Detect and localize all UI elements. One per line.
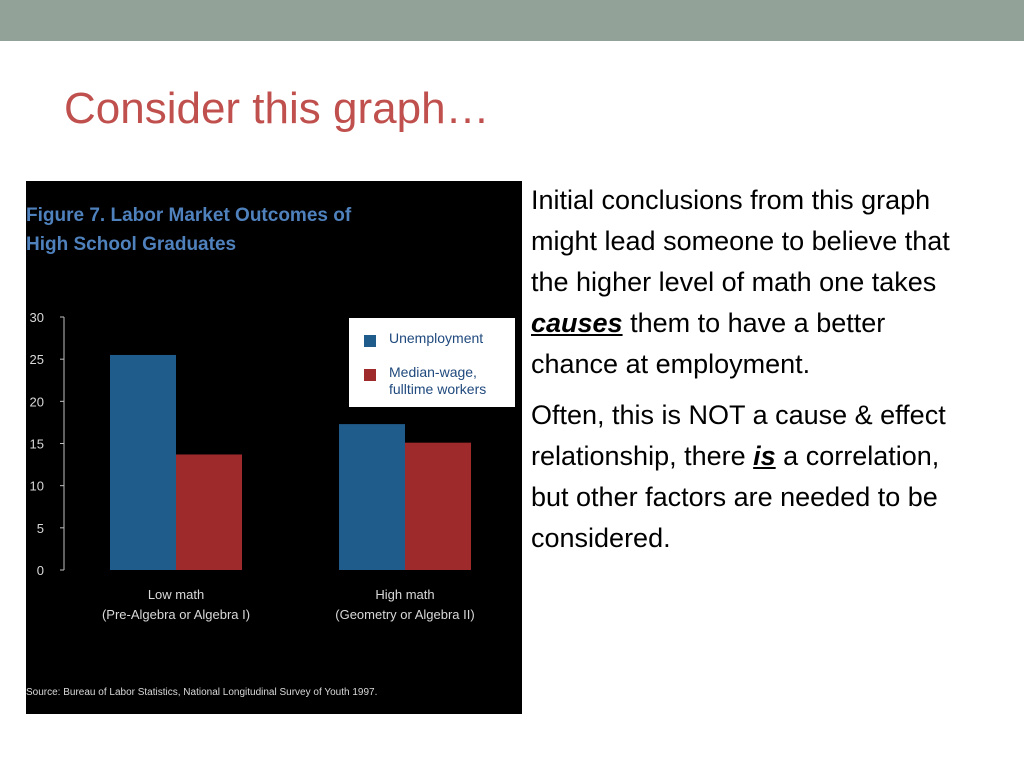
legend-label-median-wage-1: Median-wage, (389, 364, 477, 380)
legend-label-unemployment-1: Unemployment (389, 330, 484, 346)
top-accent-bar (0, 0, 1024, 41)
y-tick-label-0: 0 (37, 563, 44, 578)
chart-title: Figure 7. Labor Market Outcomes of High … (26, 201, 351, 259)
chart-title-line-1: Figure 7. Labor Market Outcomes of (26, 205, 352, 226)
p2-text-before: Often, this is NOT a cause & effect rela… (531, 400, 946, 471)
y-tick-label-15: 15 (30, 437, 44, 452)
p2-text-after: a correlation, but other factors are nee… (531, 441, 940, 553)
paragraph-1: Initial conclusions from this graph migh… (531, 180, 976, 385)
body-text: Initial conclusions from this graph migh… (531, 180, 976, 569)
legend-label-median-wage-2: fulltime workers (389, 381, 487, 397)
bar-unemployment-0 (110, 354, 176, 570)
bars (110, 354, 471, 570)
p1-text-after: them to have a better chance at employme… (531, 308, 886, 379)
x-label-0-line-2: (Pre-Algebra or Algebra I) (102, 607, 250, 622)
chart-legend: Unemployment Median-wage, fulltime worke… (349, 318, 515, 407)
bar-median-wage-1 (405, 442, 471, 570)
y-tick-label-30: 30 (30, 310, 44, 325)
legend-swatch-median-wage (364, 369, 376, 381)
y-tick-label-25: 25 (30, 352, 44, 367)
paragraph-2: Often, this is NOT a cause & effect rela… (531, 395, 976, 559)
legend-swatch-unemployment (364, 335, 376, 347)
x-label-1-line-1: High math (375, 587, 434, 602)
y-ticks: 0 5 10 15 20 25 30 (30, 310, 64, 578)
y-tick-label-10: 10 (30, 479, 44, 494)
bar-chart: 0 5 10 15 20 25 30 Low math (Pre-Algebra or Alg… (30, 310, 475, 622)
x-label-0-line-1: Low math (148, 587, 204, 602)
p1-emphasis: causes (531, 308, 623, 338)
bar-unemployment-1 (339, 424, 405, 570)
y-tick-label-5: 5 (37, 521, 44, 536)
chart-source: Source: Bureau of Labor Statistics, Nati… (26, 687, 378, 698)
slide-title: Consider this graph… (64, 84, 490, 133)
y-tick-label-20: 20 (30, 394, 44, 409)
p2-emphasis: is (753, 441, 776, 471)
x-labels: Low math (Pre-Algebra or Algebra I) High m… (102, 587, 475, 622)
p1-text-before: Initial conclusions from this graph migh… (531, 185, 950, 297)
chart-figure: Figure 7. Labor Market Outcomes of High … (26, 181, 522, 714)
bar-median-wage-0 (176, 454, 242, 570)
x-label-1-line-2: (Geometry or Algebra II) (335, 607, 474, 622)
chart-title-line-2: High School Graduates (26, 234, 237, 255)
